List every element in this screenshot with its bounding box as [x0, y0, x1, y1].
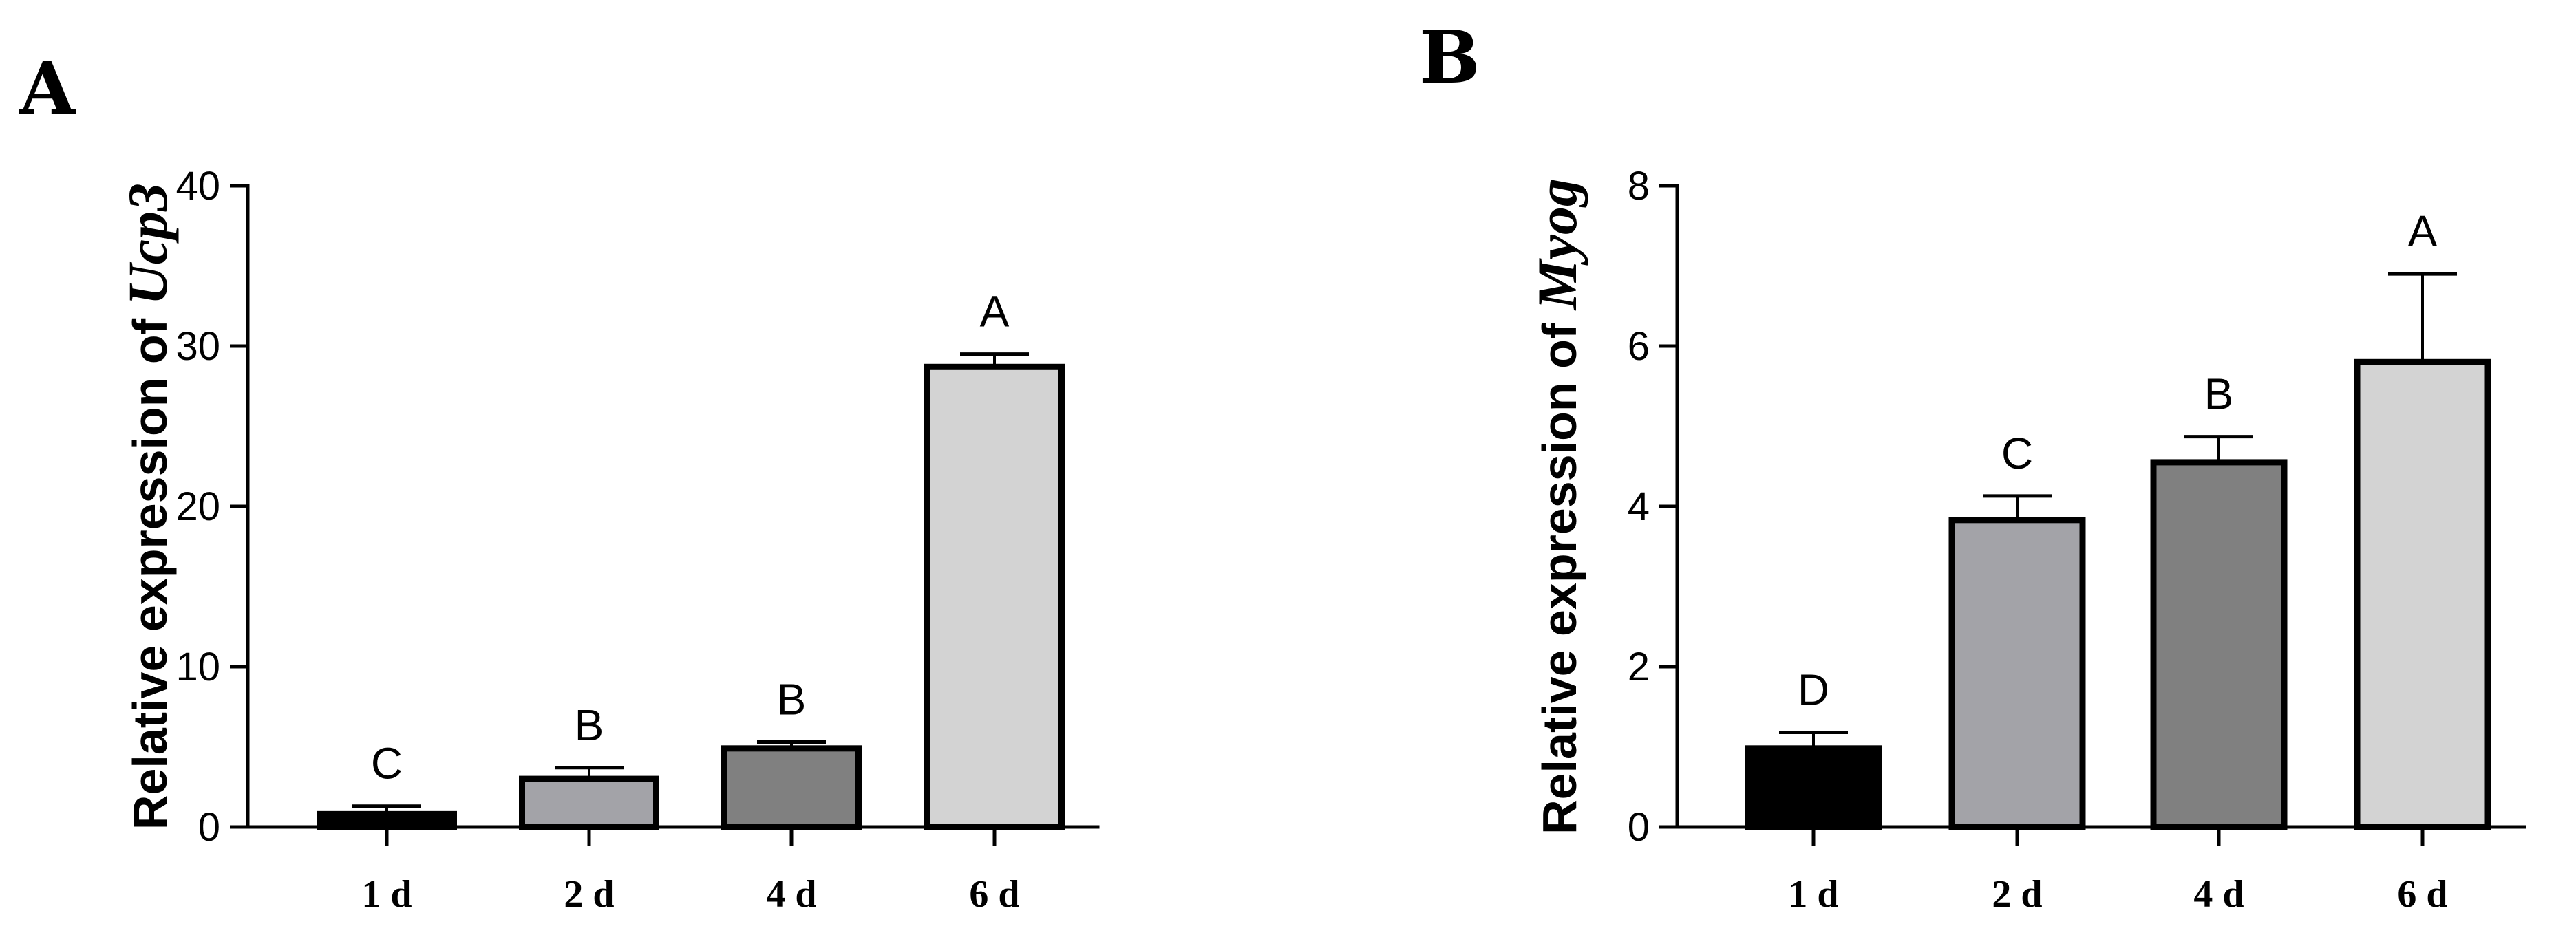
y-tick-label: 0: [1628, 805, 1650, 850]
x-tick-label: 6 d: [969, 873, 1019, 916]
y-axis-label-gene: Myog: [1526, 178, 1588, 311]
bar: [2150, 459, 2288, 830]
significance-label: C: [371, 739, 403, 788]
chart-panel-b: B 0 2 4 6 8 Relative expression of Myog D 1 d C 2 …: [1419, 14, 2526, 916]
y-tick-label: 30: [175, 324, 220, 369]
x-tick-label: 4 d: [2193, 873, 2244, 916]
y-tick-label: 2: [1628, 645, 1650, 689]
x-tick-label: 1 d: [1788, 873, 1838, 916]
x-tick-label: 4 d: [766, 873, 816, 916]
bar: [317, 810, 457, 830]
significance-label: B: [575, 700, 604, 750]
y-axis-label-text: Relative expression of: [1533, 310, 1586, 835]
y-tick-label: 20: [175, 484, 220, 529]
bar: [924, 363, 1065, 830]
y-axis-label: Relative expression of Myog: [1526, 178, 1588, 835]
x-tick-label: 2 d: [564, 873, 614, 916]
y-tick-label: 0: [198, 805, 220, 850]
y-axis-label-gene: Ucp3: [116, 183, 179, 305]
significance-label: B: [2204, 369, 2234, 419]
y-tick-label: 4: [1628, 484, 1650, 529]
bar: [1745, 745, 1882, 830]
panel-label: A: [19, 45, 76, 131]
x-tick-label: 1 d: [361, 873, 412, 916]
significance-label: C: [2001, 429, 2033, 478]
y-tick-label: 40: [175, 164, 220, 208]
y-tick-label: 10: [175, 645, 220, 689]
significance-label: D: [1798, 665, 1829, 715]
bar: [519, 775, 659, 830]
bar: [721, 745, 862, 830]
y-axis-label-text: Relative expression of: [123, 305, 177, 830]
x-tick-label: 2 d: [1992, 873, 2042, 916]
significance-label: A: [2408, 206, 2438, 256]
x-tick-label: 6 d: [2397, 873, 2447, 916]
bar: [2354, 358, 2491, 830]
y-axis-label: Relative expression of Ucp3: [116, 183, 179, 830]
panel-label: B: [1419, 14, 1480, 100]
y-tick-label: 8: [1628, 164, 1650, 208]
bar: [1948, 517, 2086, 830]
y-tick-label: 6: [1628, 324, 1650, 369]
significance-label: A: [980, 287, 1010, 336]
significance-label: B: [777, 675, 807, 724]
